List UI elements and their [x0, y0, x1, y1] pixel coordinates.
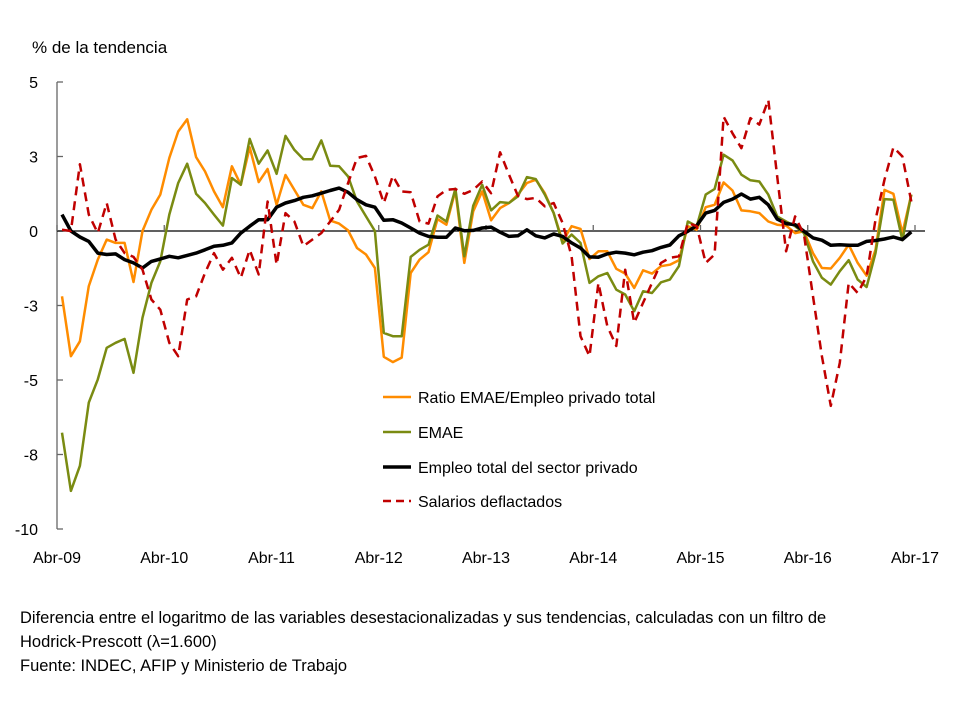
x-tick-label: Abr-13: [462, 550, 510, 567]
footnote-line-1: Diferencia entre el logaritmo de las var…: [20, 609, 827, 627]
x-tick-label: Abr-09: [33, 550, 81, 567]
series-line-4: [61, 98, 913, 408]
footnote-line-2: Hodrick-Prescott (λ=1.600): [20, 633, 217, 651]
y-tick-label: -10: [15, 522, 38, 539]
y-tick-label: -8: [24, 448, 38, 465]
x-tick-label: Abr-17: [891, 550, 939, 567]
x-tick-label: Abr-10: [140, 550, 188, 567]
legend-label: EMAE: [418, 425, 463, 442]
x-tick-label: Abr-15: [676, 550, 724, 567]
legend-label: Empleo total del sector privado: [418, 460, 638, 477]
y-tick-label: 3: [29, 150, 38, 167]
series-line-3: [60, 186, 913, 270]
series-line-1: [60, 118, 913, 364]
legend-label: Salarios deflactados: [418, 494, 562, 511]
y-tick-label: 5: [29, 75, 38, 92]
y-tick-label: -3: [24, 299, 38, 316]
series-line-2: [60, 134, 913, 493]
legend-label: Ratio EMAE/Empleo privado total: [418, 390, 655, 407]
y-tick-label: 0: [29, 224, 38, 241]
x-tick-label: Abr-12: [355, 550, 403, 567]
y-axis-title: % de la tendencia: [32, 38, 168, 57]
x-tick-label: Abr-14: [569, 550, 617, 567]
x-tick-label: Abr-11: [248, 550, 295, 567]
y-tick-label: -5: [24, 373, 38, 390]
source-note: Fuente: INDEC, AFIP y Ministerio de Trab…: [20, 657, 348, 675]
x-tick-label: Abr-16: [784, 550, 832, 567]
